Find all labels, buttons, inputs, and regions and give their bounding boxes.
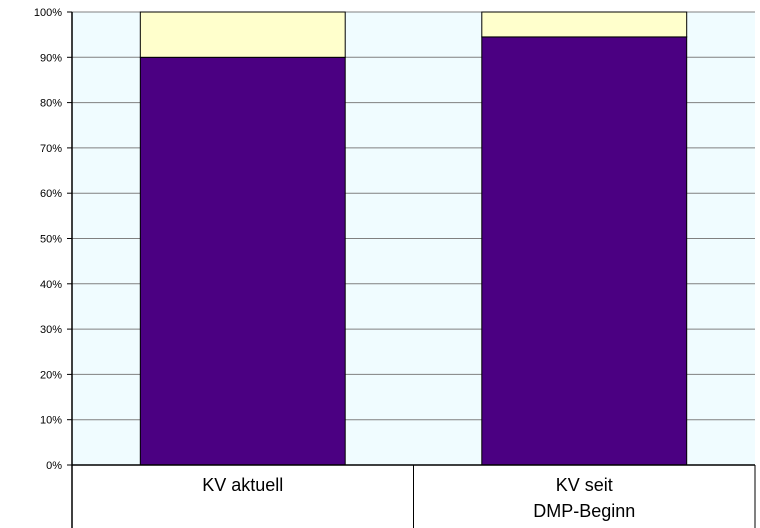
y-tick-label-5: 50%: [40, 234, 62, 246]
y-tick-label-9: 90%: [40, 52, 62, 64]
y-tick-label-3: 30%: [40, 324, 62, 336]
bar-cat1-series1: [481, 11, 688, 38]
category-label-1-line-0: KV seit: [556, 475, 613, 495]
y-tick-label-0: 0%: [46, 460, 62, 472]
bars: [139, 11, 688, 466]
category-table: KV aktuell KV seit DMP-Beginn: [202, 465, 635, 528]
bar-cat0-series1: [139, 11, 346, 58]
y-tick-label-4: 40%: [40, 279, 62, 291]
y-tick-label-10: 100%: [34, 7, 62, 19]
bar-cat1-series0: [481, 36, 688, 466]
category-label-0: KV aktuell: [202, 475, 283, 495]
category-label-0-line-0: KV aktuell: [202, 475, 283, 495]
y-axis-tick-labels: 0% 10% 20% 30% 40% 50% 60% 70% 80% 90% 100%: [34, 7, 62, 472]
category-label-1: KV seit DMP-Beginn: [533, 475, 635, 521]
category-label-1-line-1: DMP-Beginn: [533, 501, 635, 521]
y-tick-label-1: 10%: [40, 415, 62, 427]
y-tick-label-2: 20%: [40, 369, 62, 381]
bar-cat0-series0: [139, 56, 346, 466]
y-tick-label-6: 60%: [40, 188, 62, 200]
y-tick-label-7: 70%: [40, 143, 62, 155]
y-tick-label-8: 80%: [40, 98, 62, 110]
